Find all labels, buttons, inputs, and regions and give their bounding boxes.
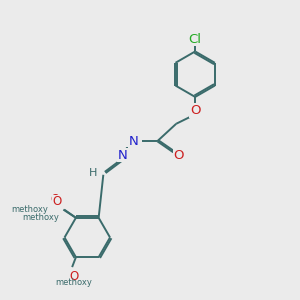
Text: Cl: Cl (189, 33, 202, 46)
Text: H: H (127, 136, 135, 146)
Text: O: O (51, 193, 60, 206)
Text: methoxy: methoxy (22, 213, 59, 222)
Text: N: N (129, 135, 138, 148)
Text: H: H (88, 168, 97, 178)
Text: O: O (173, 149, 184, 162)
Text: O: O (52, 195, 61, 208)
Text: methoxy: methoxy (56, 278, 92, 286)
Text: N: N (117, 149, 127, 162)
Text: O: O (69, 270, 79, 283)
Text: O: O (190, 104, 200, 117)
Text: methoxy: methoxy (11, 205, 48, 214)
